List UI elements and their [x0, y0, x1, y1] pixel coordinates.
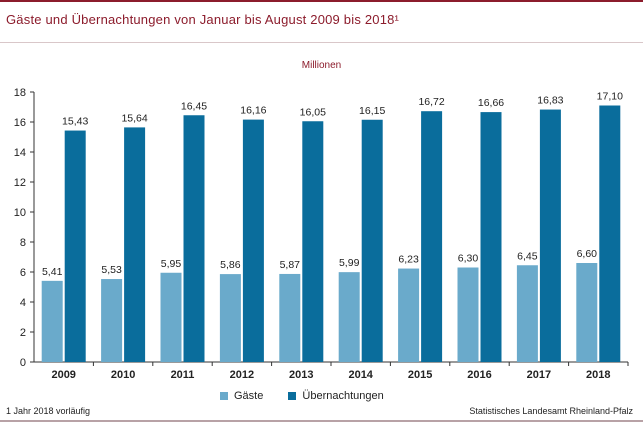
source-note: Statistisches Landesamt Rheinland-Pfalz: [469, 406, 633, 416]
bar-uebernachtungen: [361, 119, 383, 362]
bar-gaeste: [398, 268, 420, 362]
y-tick-label: 12: [14, 177, 26, 189]
bar-gaeste: [219, 274, 241, 362]
y-tick-label: 2: [20, 327, 26, 339]
unit-label: Millionen: [301, 60, 342, 71]
data-label-gaeste: 6,60: [577, 248, 598, 260]
y-tick-label: 4: [20, 297, 26, 309]
data-label-gaeste: 5,53: [101, 264, 122, 276]
legend: Gäste Übernachtungen: [220, 390, 406, 403]
y-tick-label: 6: [20, 267, 26, 279]
legend-label-gaeste: Gäste: [234, 390, 264, 402]
legend-label-uebernachtungen: Übernachtungen: [302, 390, 384, 402]
x-tick-label: 2018: [586, 369, 610, 381]
y-tick-label: 14: [14, 147, 26, 159]
legend-item-uebernachtungen: Übernachtungen: [288, 390, 384, 402]
x-tick-label: 2012: [230, 369, 254, 381]
legend-item-gaeste: Gäste: [220, 390, 263, 402]
bar-uebernachtungen: [599, 105, 621, 362]
footnote: 1 Jahr 2018 vorläufig: [6, 406, 91, 416]
bar-uebernachtungen: [124, 127, 146, 363]
data-label-uebernachtungen: 17,10: [597, 91, 623, 103]
data-label-uebernachtungen: 15,43: [62, 116, 88, 128]
bar-uebernachtungen: [480, 112, 502, 362]
bar-gaeste: [516, 265, 538, 362]
x-tick-label: 2014: [348, 369, 373, 381]
bar-gaeste: [41, 280, 63, 362]
data-label-gaeste: 5,95: [161, 258, 182, 270]
x-tick-label: 2017: [527, 369, 551, 381]
top-rule: [0, 0, 643, 2]
bar-uebernachtungen: [302, 121, 324, 362]
bar-chart: 0 2 4 6 8 10 12 14 16 18 2009 5,41 15,43 2010 5,53 15,6…: [14, 87, 629, 381]
y-tick-label: 10: [14, 207, 26, 219]
x-tick-label: 2011: [171, 369, 195, 381]
data-label-uebernachtungen: 16,15: [359, 105, 385, 117]
data-label-gaeste: 5,99: [339, 257, 360, 269]
data-label-uebernachtungen: 16,05: [300, 106, 326, 118]
data-label-gaeste: 5,87: [280, 259, 301, 271]
bar-uebernachtungen: [242, 119, 264, 362]
bar-gaeste: [101, 279, 123, 362]
data-label-uebernachtungen: 15,64: [121, 112, 147, 124]
y-tick-label: 16: [14, 117, 26, 129]
x-tick-label: 2010: [111, 369, 135, 381]
legend-swatch-uebernachtungen: [288, 392, 297, 400]
y-tick-label: 0: [20, 357, 26, 369]
data-label-uebernachtungen: 16,16: [240, 105, 266, 117]
title-divider: [0, 42, 643, 43]
data-label-gaeste: 6,30: [458, 253, 479, 265]
bar-gaeste: [338, 272, 360, 362]
bottom-rule: [0, 420, 643, 422]
data-label-gaeste: 6,23: [398, 254, 419, 266]
x-tick-label: 2013: [289, 369, 313, 381]
bar-uebernachtungen: [64, 130, 86, 362]
data-label-uebernachtungen: 16,83: [537, 95, 563, 107]
chart-title: Gäste und Übernachtungen von Januar bis …: [6, 12, 400, 27]
x-tick-label: 2015: [408, 369, 432, 381]
data-label-gaeste: 5,86: [220, 259, 241, 271]
bar-gaeste: [160, 272, 182, 362]
bar-uebernachtungen: [183, 115, 205, 362]
legend-swatch-gaeste: [220, 392, 228, 400]
data-label-uebernachtungen: 16,66: [478, 97, 504, 109]
bar-uebernachtungen: [421, 111, 443, 362]
data-label-uebernachtungen: 16,45: [181, 100, 207, 112]
data-label-uebernachtungen: 16,72: [418, 96, 444, 108]
x-tick-label: 2016: [467, 369, 491, 381]
bar-gaeste: [279, 273, 301, 362]
y-tick-label: 18: [14, 87, 26, 99]
bar-gaeste: [457, 267, 479, 362]
data-label-gaeste: 5,41: [42, 266, 63, 278]
x-tick-label: 2009: [51, 369, 75, 381]
bar-gaeste: [576, 263, 598, 362]
bar-uebernachtungen: [539, 109, 561, 362]
data-label-gaeste: 6,45: [517, 250, 538, 262]
y-tick-label: 8: [20, 237, 26, 249]
